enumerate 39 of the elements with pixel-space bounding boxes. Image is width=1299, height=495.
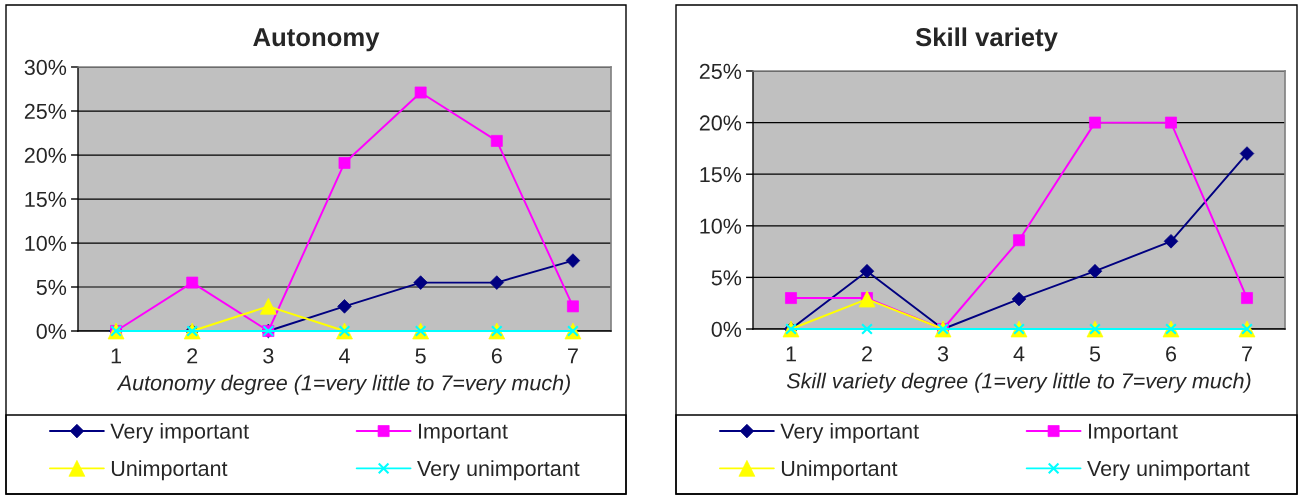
legend-label: Important xyxy=(1088,423,1178,444)
y-tick-label: 25% xyxy=(699,63,742,80)
x-tick-label: 7 xyxy=(1242,346,1252,362)
legend-label: Important xyxy=(418,423,508,444)
legend-label: Very unimportant xyxy=(1087,460,1250,481)
legend-label: Very important xyxy=(780,423,919,444)
x-tick-label: 2 xyxy=(187,348,198,364)
y-tick-label: 25% xyxy=(24,103,67,120)
chart-title: Skill variety xyxy=(915,27,1058,52)
y-tick-label: 20% xyxy=(699,115,742,131)
x-tick-label: 3 xyxy=(263,348,274,364)
y-tick-label: 15% xyxy=(25,191,67,208)
x-tick-label: 3 xyxy=(937,346,949,362)
x-tick-label: 1 xyxy=(111,348,122,364)
y-tick-label: 0% xyxy=(36,323,67,340)
y-tick-label: 5% xyxy=(36,279,67,296)
chart-title: Autonomy xyxy=(253,28,380,52)
x-tick-label: 1 xyxy=(786,346,796,362)
y-tick-label: 0% xyxy=(711,321,742,338)
x-tick-label: 4 xyxy=(1013,346,1025,362)
y-tick-label: 10% xyxy=(25,235,67,252)
legend-label: Very important xyxy=(110,423,249,444)
x-tick-label: 2 xyxy=(862,346,872,362)
x-tick-label: 6 xyxy=(1166,346,1177,362)
y-tick-label: 30% xyxy=(24,59,67,76)
legend-label: Very unimportant xyxy=(417,460,580,481)
x-axis-title: Skill variety degree (1=very little to 7=very much) xyxy=(786,372,1251,393)
y-tick-label: 20% xyxy=(24,147,67,164)
y-tick-label: 15% xyxy=(700,167,742,183)
x-tick-label: 4 xyxy=(339,348,350,364)
legend-label: Unimportant xyxy=(111,460,228,481)
x-tick-label: 5 xyxy=(1089,346,1101,362)
x-tick-label: 5 xyxy=(415,348,426,364)
x-axis-title: Autonomy degree (1=very little to 7=very much) xyxy=(116,374,570,395)
x-tick-label: 7 xyxy=(568,348,578,364)
x-tick-label: 6 xyxy=(491,348,502,364)
y-tick-label: 5% xyxy=(711,270,742,286)
y-tick-label: 10% xyxy=(700,218,742,234)
legend-label: Unimportant xyxy=(781,460,898,481)
